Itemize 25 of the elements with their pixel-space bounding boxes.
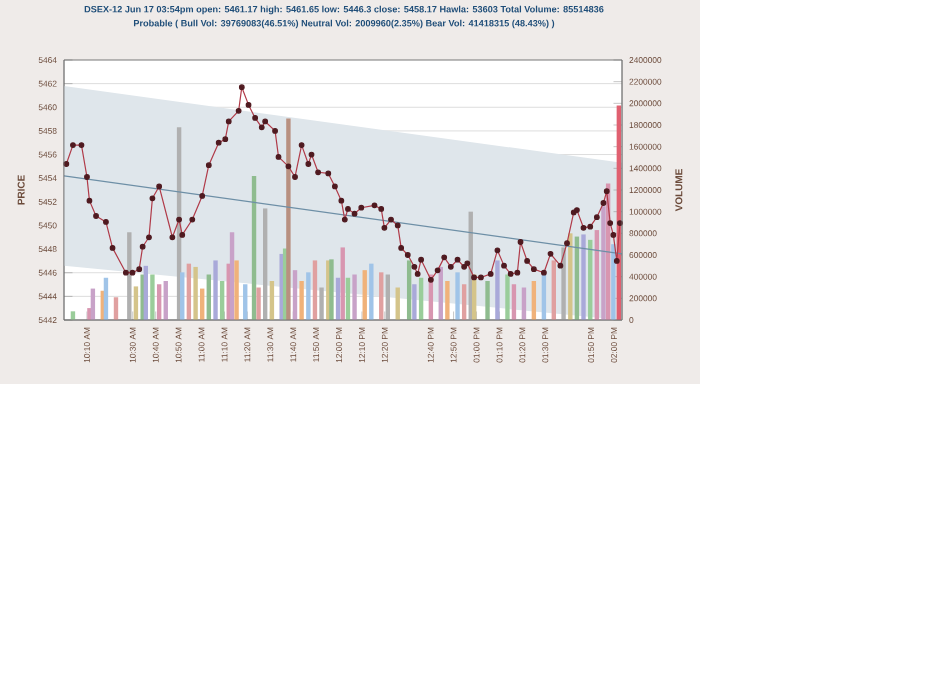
bar bbox=[193, 266, 198, 320]
bar bbox=[455, 272, 460, 320]
bar bbox=[340, 247, 345, 320]
bar bbox=[234, 260, 239, 320]
bar bbox=[495, 260, 500, 320]
bar bbox=[299, 281, 304, 320]
bar bbox=[319, 287, 324, 320]
bar bbox=[379, 272, 384, 320]
bar bbox=[150, 274, 155, 320]
bar bbox=[568, 233, 573, 320]
bar bbox=[229, 232, 235, 320]
bar bbox=[412, 284, 417, 320]
bar bbox=[485, 281, 490, 320]
bar bbox=[551, 260, 556, 320]
bar bbox=[312, 260, 318, 320]
bar bbox=[213, 260, 218, 320]
bar bbox=[286, 118, 291, 320]
bar bbox=[445, 281, 450, 320]
bar bbox=[180, 272, 185, 320]
bar bbox=[581, 234, 586, 320]
bar bbox=[256, 287, 261, 320]
bar bbox=[262, 208, 268, 320]
bar bbox=[306, 272, 311, 320]
bar bbox=[369, 263, 374, 320]
bar bbox=[352, 274, 357, 320]
